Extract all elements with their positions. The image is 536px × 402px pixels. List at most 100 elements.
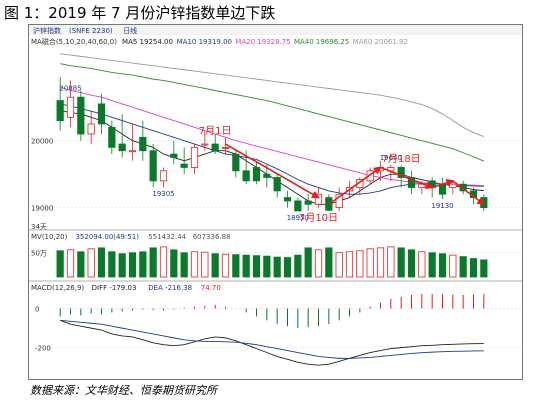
price-ytick-0: 19000	[31, 205, 53, 213]
price-label-0: 20885	[59, 84, 81, 92]
volume-bar	[407, 249, 416, 278]
volume-bar	[438, 253, 447, 278]
volume-bar	[201, 251, 209, 278]
volume-bar	[232, 254, 240, 278]
macd-ytick-0: 0	[35, 306, 39, 314]
volume-bar	[66, 249, 75, 278]
candle	[252, 167, 261, 182]
candle	[66, 96, 75, 118]
macd-dea-line	[60, 319, 484, 359]
date-annotation-1: 7月10日	[299, 212, 338, 224]
ma-line-ma40	[60, 63, 485, 162]
price-label-3: 19640	[380, 154, 402, 162]
candle	[232, 153, 240, 172]
candle	[180, 163, 188, 168]
macd-legend-3: 74.70	[201, 284, 221, 292]
volume-bar	[118, 253, 126, 278]
date-annotation-0: 7月1日	[199, 125, 232, 137]
price-label-4: 19130	[431, 202, 453, 210]
volume-bar	[273, 256, 281, 278]
candle	[459, 183, 467, 192]
candle	[273, 177, 281, 192]
candle	[449, 183, 457, 188]
volume-ytick: 50万	[31, 250, 47, 258]
candle	[87, 123, 95, 135]
ma-legend-1: MA5 19254.00	[122, 38, 173, 46]
volume-bar	[397, 247, 405, 278]
candle	[128, 150, 137, 153]
price-label-1: 19305	[152, 190, 174, 198]
volume-bar	[211, 253, 219, 278]
volume-bar	[87, 248, 95, 278]
candle	[149, 150, 157, 182]
tab-label-2: 日线	[123, 26, 137, 35]
volume-legend-2: 551432.44	[148, 233, 186, 241]
volume-bar	[170, 249, 178, 278]
ma-legend-0: MA磁合(5,10,20,40,60,0)	[31, 37, 117, 46]
tab-label-1: (SNFE 2230)	[69, 27, 113, 35]
ma-legend-2: MA10 19319.00	[177, 38, 232, 46]
macd-legend-1: DIFF -179.03	[92, 284, 137, 292]
volume-bar	[459, 256, 467, 278]
chart-canvas: 沪锌指数 (SNFE 2230) 日线 MA磁合(5,10,20,40,60,0) MA…	[29, 25, 522, 366]
volume-bar	[356, 250, 364, 278]
candle	[335, 193, 343, 209]
volume-bar	[252, 255, 261, 278]
candle	[242, 170, 250, 182]
candle	[190, 146, 199, 168]
volume-bar	[77, 251, 85, 278]
candle	[139, 136, 147, 152]
volume-bar	[108, 251, 116, 278]
candle	[304, 200, 312, 205]
macd-diff-line	[60, 319, 484, 366]
candle	[201, 143, 209, 146]
volume-bar	[128, 252, 137, 278]
candle	[283, 197, 292, 202]
trend-arrow-4	[452, 180, 486, 206]
volume-bar	[283, 257, 292, 278]
macd-ytick-1: -200	[35, 345, 51, 353]
price-label-2: 18950	[287, 214, 309, 222]
volume-bar	[139, 251, 147, 278]
volume-legend-3: 607336.88	[193, 233, 231, 241]
ma-legend-5: MA60 20061.92	[353, 38, 408, 46]
volume-bar	[149, 247, 157, 278]
date-annotation-2: 7月18日	[382, 153, 421, 165]
candle	[397, 167, 405, 178]
candle	[294, 200, 302, 212]
candle	[77, 96, 85, 135]
volume-legend-0: MV(10,20)	[31, 233, 68, 241]
data-source-note: 数据来源：文华财经、恒泰期货研究所	[30, 384, 217, 397]
volume-legend-1: 352094.00(49:51)	[75, 233, 139, 241]
volume-bar	[387, 246, 395, 278]
tab-strip	[29, 25, 522, 35]
volume-bar	[304, 247, 312, 278]
volume-bar	[428, 252, 436, 278]
period-label: 34天	[31, 223, 47, 231]
volume-bar	[366, 248, 374, 278]
candle	[97, 103, 106, 125]
volume-bar	[335, 252, 343, 278]
trend-arrow-1	[328, 166, 382, 205]
candle	[221, 146, 230, 149]
volume-bar	[242, 254, 250, 278]
volume-bar	[56, 250, 64, 278]
price-ytick-1: 20000	[31, 138, 53, 146]
volume-bar	[180, 252, 188, 278]
volume-bar	[418, 251, 426, 278]
candle	[56, 100, 64, 122]
figure-title: 图 1：2019 年 7 月份沪锌指数单边下跌	[4, 4, 276, 22]
trend-arrow-0	[225, 143, 320, 199]
volume-bar	[480, 259, 488, 278]
ma-line-ma60	[60, 53, 484, 137]
candle	[170, 153, 178, 158]
candle	[118, 143, 126, 152]
volume-bar	[449, 254, 457, 278]
chart-window: 沪锌指数 (SNFE 2230) 日线 MA磁合(5,10,20,40,60,0) MA…	[28, 24, 523, 380]
volume-bar	[294, 254, 302, 278]
volume-bar	[314, 249, 323, 278]
candle	[159, 170, 168, 182]
ma-legend-3: MA20 19328.75	[235, 38, 290, 46]
macd-legend-0: MACD(12,26,9)	[31, 284, 84, 292]
volume-bar	[469, 258, 478, 278]
